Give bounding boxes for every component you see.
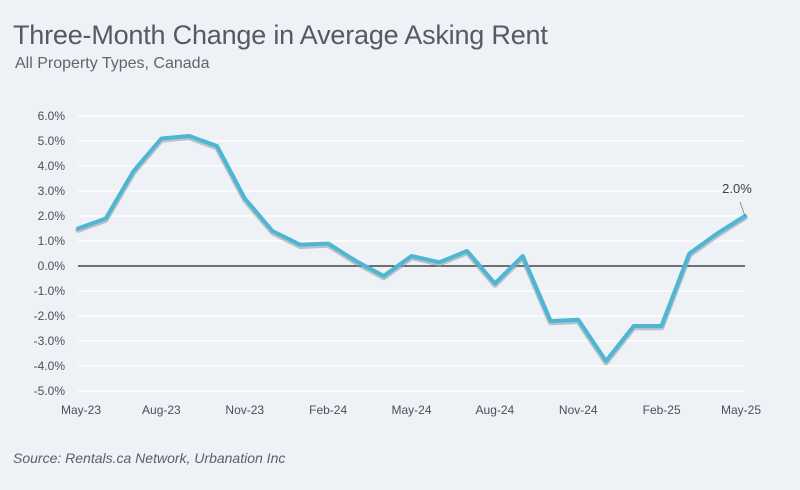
source-note: Source: Rentals.ca Network, Urbanation I… [13,450,286,466]
y-tick-label: -4.0% [34,359,66,373]
x-tick-label: May-25 [721,403,761,417]
y-tick-label: 4.0% [38,159,66,173]
y-tick-label: 3.0% [38,184,66,198]
x-tick-label: Nov-23 [225,403,264,417]
x-tick-label: May-24 [391,403,431,417]
series-line-shadow [75,134,748,366]
y-tick-label: 2.0% [38,209,66,223]
y-tick-label: -1.0% [34,284,66,298]
x-tick-label: Aug-24 [476,403,515,417]
y-tick-label: -3.0% [34,334,66,348]
x-tick-label: May-23 [61,403,101,417]
chart-title: Three-Month Change in Average Asking Ren… [13,20,548,50]
x-tick-label: Nov-24 [559,403,598,417]
x-tick-label: Aug-23 [142,403,181,417]
annotation-label: 2.0% [722,181,752,196]
y-tick-label: -2.0% [34,309,66,323]
y-tick-label: 6.0% [38,109,66,123]
y-tick-label: 0.0% [38,259,66,273]
y-tick-label: -5.0% [34,384,66,398]
x-tick-label: Feb-25 [643,403,681,417]
x-tick-label: Feb-24 [309,403,347,417]
y-tick-label: 5.0% [38,134,66,148]
series-line [76,134,747,363]
y-tick-label: 1.0% [38,234,66,248]
chart-subtitle: All Property Types, Canada [15,55,210,72]
annotation-leader [739,201,746,217]
